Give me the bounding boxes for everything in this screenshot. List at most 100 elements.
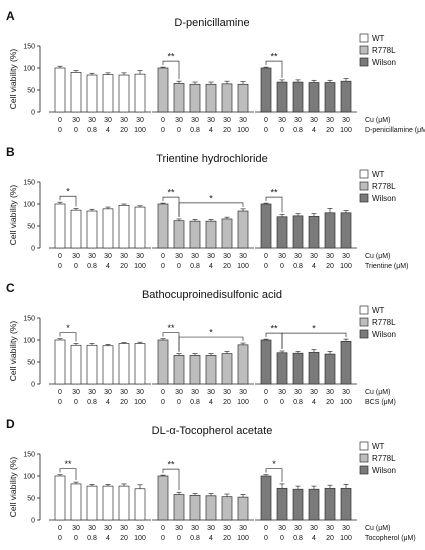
bar bbox=[276, 81, 288, 113]
bar bbox=[157, 203, 169, 249]
bar bbox=[276, 216, 288, 249]
bar bbox=[324, 487, 336, 521]
significance-bracket bbox=[59, 468, 77, 481]
x-tick-label-cu: 30 bbox=[310, 389, 318, 396]
x-tick-label-agent: 100 bbox=[134, 535, 146, 542]
x-tick-label-agent: 4 bbox=[209, 399, 213, 406]
bar bbox=[70, 483, 82, 521]
x-tick-label-cu: 30 bbox=[278, 525, 286, 532]
chart-title: Bathocuproinedisulfonic acid bbox=[142, 289, 282, 301]
bar bbox=[292, 81, 304, 113]
bar bbox=[118, 485, 130, 521]
bar bbox=[221, 496, 233, 521]
significance-mark: ** bbox=[270, 324, 278, 334]
bar bbox=[102, 74, 114, 113]
x-tick-label-cu: 30 bbox=[223, 117, 231, 124]
x-tick-label-cu: 0 bbox=[58, 253, 62, 260]
x-tick-label-cu: 30 bbox=[120, 117, 128, 124]
y-tick-label: 100 bbox=[23, 202, 35, 209]
legend-label: R778L bbox=[372, 182, 396, 191]
x-tick-label-agent: 0 bbox=[280, 399, 284, 406]
x-tick-label-cu: 30 bbox=[120, 525, 128, 532]
y-tick-label: 50 bbox=[27, 224, 35, 231]
significance-mark: * bbox=[209, 328, 213, 338]
significance-mark: * bbox=[272, 459, 276, 469]
bar bbox=[340, 487, 352, 521]
y-tick-label: 50 bbox=[27, 496, 35, 503]
x-tick-label-cu: 30 bbox=[191, 525, 199, 532]
bar bbox=[340, 212, 352, 249]
x-tick-label-cu: 30 bbox=[239, 389, 247, 396]
y-tick-label: 0 bbox=[31, 518, 35, 525]
x-row-label-cu: Cu (μM) bbox=[365, 525, 390, 532]
x-tick-label-agent: 20 bbox=[223, 535, 231, 542]
x-tick-label-agent: 0 bbox=[280, 263, 284, 270]
x-tick-label-agent: 4 bbox=[312, 263, 316, 270]
bar bbox=[86, 485, 98, 521]
x-tick-label-cu: 30 bbox=[120, 389, 128, 396]
bar bbox=[173, 83, 185, 113]
x-tick-label-agent: 100 bbox=[340, 399, 352, 406]
chart-title: Trientine hydrochloride bbox=[156, 153, 267, 165]
y-tick-label: 150 bbox=[23, 44, 35, 51]
x-row-label-cu: Cu (μM) bbox=[365, 117, 390, 124]
significance-bracket bbox=[281, 332, 347, 349]
x-tick-label-agent: 0 bbox=[58, 399, 62, 406]
significance-bracket bbox=[178, 336, 244, 352]
bar bbox=[189, 83, 201, 113]
x-tick-label-cu: 30 bbox=[342, 525, 350, 532]
bar bbox=[340, 80, 352, 113]
chart-title: DL-α-Tocopherol acetate bbox=[152, 425, 273, 437]
x-tick-label-agent: 20 bbox=[223, 263, 231, 270]
x-tick-label-agent: 0.8 bbox=[293, 263, 303, 270]
bar bbox=[324, 212, 336, 249]
bar bbox=[118, 204, 130, 249]
significance-mark: ** bbox=[167, 323, 175, 333]
bar bbox=[340, 340, 352, 385]
x-tick-label-agent: 0.8 bbox=[87, 127, 97, 134]
x-tick-label-agent: 0 bbox=[58, 263, 62, 270]
x-tick-label-agent: 0 bbox=[74, 263, 78, 270]
x-tick-label-cu: 30 bbox=[310, 117, 318, 124]
bar bbox=[157, 67, 169, 113]
bar bbox=[134, 73, 146, 113]
x-tick-label-agent: 0.8 bbox=[190, 127, 200, 134]
y-tick-label: 150 bbox=[23, 452, 35, 459]
bar bbox=[276, 487, 288, 521]
bar bbox=[205, 83, 217, 113]
significance-mark: ** bbox=[64, 459, 72, 469]
x-tick-label-agent: 0 bbox=[264, 127, 268, 134]
legend-label: R778L bbox=[372, 46, 396, 55]
x-tick-label-agent: 4 bbox=[106, 127, 110, 134]
x-tick-label-cu: 30 bbox=[136, 117, 144, 124]
x-tick-label-agent: 100 bbox=[340, 263, 352, 270]
x-tick-label-cu: 30 bbox=[175, 525, 183, 532]
x-tick-label-cu: 30 bbox=[326, 525, 334, 532]
x-tick-label-cu: 30 bbox=[104, 389, 112, 396]
x-tick-label-cu: 30 bbox=[223, 525, 231, 532]
significance-mark: * bbox=[66, 187, 70, 197]
x-tick-label-cu: 30 bbox=[88, 117, 96, 124]
panel-label: B bbox=[6, 145, 15, 159]
x-tick-label-agent: 4 bbox=[106, 535, 110, 542]
bar bbox=[237, 496, 249, 521]
x-tick-label-cu: 30 bbox=[72, 389, 80, 396]
x-tick-label-cu: 30 bbox=[175, 389, 183, 396]
x-tick-label-cu: 0 bbox=[264, 253, 268, 260]
bar bbox=[292, 488, 304, 521]
y-tick-label: 0 bbox=[31, 382, 35, 389]
legend-swatch bbox=[359, 465, 369, 475]
x-tick-label-agent: 20 bbox=[120, 399, 128, 406]
legend-label: WT bbox=[372, 442, 385, 451]
x-tick-label-cu: 30 bbox=[294, 525, 302, 532]
legend-swatch bbox=[359, 193, 369, 203]
x-tick-label-agent: 0 bbox=[280, 535, 284, 542]
x-tick-label-cu: 30 bbox=[310, 525, 318, 532]
legend-label: Wilson bbox=[372, 330, 396, 339]
bar bbox=[205, 495, 217, 521]
x-tick-label-agent: 0.8 bbox=[190, 263, 200, 270]
legend-label: Wilson bbox=[372, 466, 396, 475]
x-tick-label-agent: 4 bbox=[312, 127, 316, 134]
y-tick-label: 50 bbox=[27, 360, 35, 367]
